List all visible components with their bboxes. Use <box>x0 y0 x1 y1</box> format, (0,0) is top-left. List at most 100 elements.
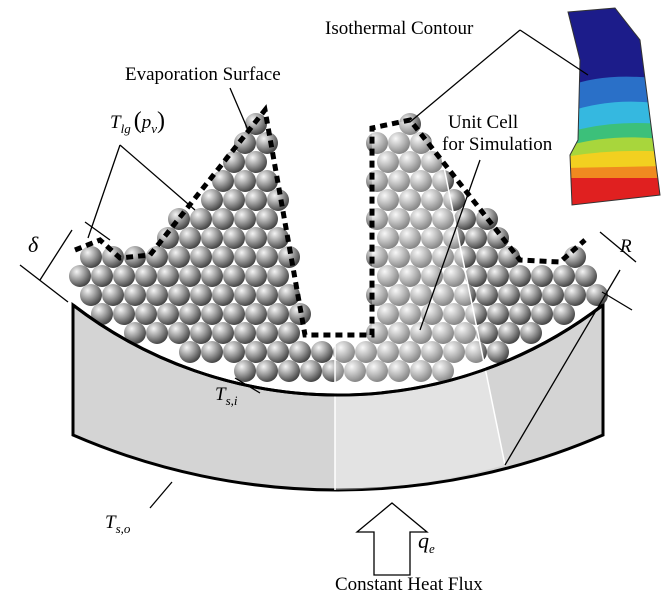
symbol: Ts,o <box>105 512 131 536</box>
sphere <box>113 265 135 287</box>
sphere <box>80 284 102 306</box>
sphere <box>553 303 575 325</box>
sphere <box>223 227 245 249</box>
sphere <box>234 132 256 154</box>
sphere <box>91 265 113 287</box>
symbol-arg: p <box>140 112 152 133</box>
symbol: qe <box>418 528 435 556</box>
sphere <box>223 189 245 211</box>
sphere <box>102 284 124 306</box>
sphere <box>135 303 157 325</box>
sphere <box>179 341 201 363</box>
label: Unit Cell <box>448 112 518 133</box>
isothermal-contour <box>560 0 663 218</box>
sphere <box>476 284 498 306</box>
label: Isothermal Contour <box>325 18 474 39</box>
sphere <box>267 265 289 287</box>
sphere <box>201 227 223 249</box>
sphere <box>146 284 168 306</box>
symbol: R <box>619 236 632 257</box>
label: Constant Heat Flux <box>335 574 483 595</box>
heat-flux-arrow <box>357 503 427 575</box>
sphere <box>487 265 509 287</box>
sphere <box>278 360 300 382</box>
sphere <box>168 208 190 230</box>
symbol-sub: s,i <box>226 393 238 408</box>
symbol: δ <box>28 232 39 257</box>
sphere <box>113 303 135 325</box>
sphere <box>212 284 234 306</box>
sphere <box>245 227 267 249</box>
sphere <box>498 322 520 344</box>
sphere <box>256 208 278 230</box>
sphere <box>190 284 212 306</box>
sphere <box>509 265 531 287</box>
sphere <box>179 265 201 287</box>
sphere <box>267 303 289 325</box>
sphere <box>124 284 146 306</box>
sphere <box>256 246 278 268</box>
sphere <box>190 322 212 344</box>
symbol: Tlg(pv) <box>110 108 165 136</box>
sphere <box>256 284 278 306</box>
sphere <box>179 303 201 325</box>
symbol-base: q <box>418 528 429 553</box>
sphere <box>223 265 245 287</box>
sphere <box>564 284 586 306</box>
sphere <box>542 284 564 306</box>
sphere <box>300 360 322 382</box>
sphere <box>190 208 212 230</box>
symbol-sub: lg <box>121 121 132 136</box>
sphere <box>509 303 531 325</box>
sphere <box>223 303 245 325</box>
sphere <box>267 341 289 363</box>
figure: Isothermal Contour Evaporation Surface U… <box>0 0 663 600</box>
sphere <box>487 341 509 363</box>
sphere <box>80 246 102 268</box>
sphere <box>201 341 223 363</box>
sphere <box>256 360 278 382</box>
sphere <box>212 208 234 230</box>
sphere <box>223 341 245 363</box>
symbol-sub: s,o <box>116 521 131 536</box>
sphere <box>553 265 575 287</box>
sphere <box>245 189 267 211</box>
sphere <box>146 322 168 344</box>
sphere <box>465 227 487 249</box>
sphere <box>168 284 190 306</box>
sphere <box>69 265 91 287</box>
sphere <box>245 341 267 363</box>
sphere <box>498 284 520 306</box>
sphere <box>168 322 190 344</box>
sphere <box>146 246 168 268</box>
sphere <box>245 265 267 287</box>
sphere <box>157 303 179 325</box>
sphere <box>520 322 542 344</box>
sphere <box>168 246 190 268</box>
sphere <box>454 208 476 230</box>
sphere <box>245 303 267 325</box>
sphere <box>212 170 234 192</box>
sphere <box>487 303 509 325</box>
sphere <box>256 170 278 192</box>
sphere <box>190 246 212 268</box>
sphere <box>135 265 157 287</box>
sphere <box>289 341 311 363</box>
sphere <box>575 265 597 287</box>
symbol-paren: ) <box>157 108 165 134</box>
sphere <box>531 303 553 325</box>
sphere <box>278 322 300 344</box>
sphere <box>234 170 256 192</box>
sphere <box>212 246 234 268</box>
sphere <box>157 265 179 287</box>
label: for Simulation <box>442 134 553 155</box>
sphere <box>234 322 256 344</box>
sphere <box>234 284 256 306</box>
sphere <box>234 246 256 268</box>
sphere <box>212 322 234 344</box>
sphere <box>201 189 223 211</box>
sphere <box>245 151 267 173</box>
symbol-sub: e <box>429 541 435 556</box>
sphere <box>311 341 333 363</box>
sphere <box>256 322 278 344</box>
